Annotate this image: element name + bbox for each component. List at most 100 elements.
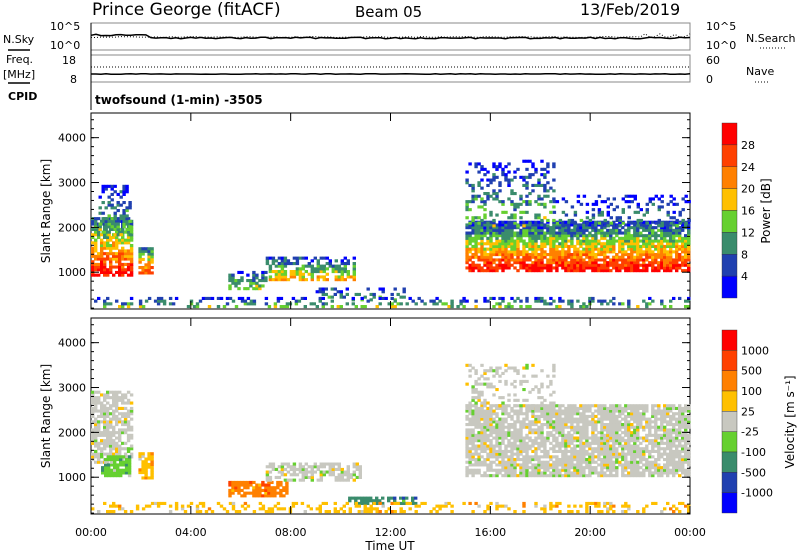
echo-cell: [237, 483, 241, 487]
echo-cell: [354, 305, 358, 309]
echo-cell: [681, 258, 685, 262]
echo-cell: [678, 417, 682, 421]
echo-cell: [534, 253, 538, 257]
echo-cell: [615, 447, 619, 451]
echo-cell: [522, 261, 526, 265]
echo-cell: [498, 444, 502, 448]
echo-cell: [672, 441, 676, 445]
echo-cell: [363, 507, 367, 511]
echo-cell: [280, 465, 285, 469]
echo-cell: [525, 412, 529, 416]
echo-cell: [121, 441, 125, 445]
echo-cell: [289, 275, 294, 279]
echo-cell: [648, 226, 652, 230]
echo-cell: [510, 305, 514, 309]
echo-cell: [579, 239, 583, 243]
echo-cell: [666, 452, 670, 456]
echo-cell: [687, 463, 691, 467]
echo-cell: [582, 266, 586, 270]
echo-cell: [642, 449, 646, 453]
echo-cell: [576, 471, 580, 475]
echo-cell: [118, 447, 122, 451]
echo-cell: [100, 268, 104, 272]
echo-cell: [171, 302, 176, 306]
echo-cell: [91, 227, 95, 231]
echo-cell: [579, 253, 583, 257]
echo-cell: [144, 460, 148, 464]
echo-cell: [669, 444, 673, 448]
echo-cell: [483, 414, 487, 418]
echo-cell: [567, 425, 571, 429]
echo-cell: [465, 178, 469, 182]
echo-cell: [127, 471, 132, 475]
echo-cell: [237, 270, 241, 274]
echo-cell: [313, 470, 317, 474]
echo-cell: [106, 460, 110, 464]
echo-cell: [112, 504, 116, 508]
echo-cell: [576, 444, 580, 448]
echo-cell: [480, 228, 484, 232]
echo-cell: [495, 436, 499, 440]
echo-cell: [123, 441, 128, 445]
echo-cell: [321, 296, 325, 300]
echo-cell: [663, 234, 667, 238]
echo-cell: [435, 504, 439, 508]
echo-cell: [639, 449, 643, 453]
echo-cell: [615, 466, 619, 470]
echo-cell: [495, 468, 499, 472]
echo-cell: [522, 388, 526, 392]
echo-cell: [495, 263, 499, 267]
echo-cell: [465, 261, 469, 265]
echo-cell: [122, 187, 126, 191]
echo-cell: [621, 463, 625, 467]
echo-cell: [567, 471, 571, 475]
echo-cell: [561, 261, 565, 265]
echo-cell: [636, 210, 640, 214]
echo-cell: [116, 225, 120, 229]
echo-cell: [504, 369, 508, 373]
echo-cell: [654, 463, 658, 467]
echo-cell: [636, 266, 640, 270]
echo-cell: [537, 404, 541, 408]
echo-cell: [107, 214, 111, 218]
echo-cell: [660, 221, 664, 225]
echo-cell: [112, 444, 116, 448]
echo-cell: [101, 471, 105, 475]
echo-cell: [249, 483, 253, 487]
echo-cell: [651, 255, 655, 259]
echo-cell: [549, 210, 553, 214]
echo-cell: [564, 406, 568, 410]
echo-cell: [615, 458, 619, 462]
echo-cell: [645, 444, 649, 448]
echo-cell: [549, 269, 553, 273]
echo-cell: [630, 463, 634, 467]
date-title: 13/Feb/2019: [580, 0, 680, 19]
echo-cell: [639, 258, 643, 262]
echo-cell: [582, 441, 586, 445]
echo-cell: [280, 473, 285, 477]
echo-cell: [492, 296, 496, 300]
echo-cell: [540, 428, 544, 432]
echo-cell: [465, 433, 469, 437]
echo-cell: [627, 449, 631, 453]
echo-cell: [585, 244, 589, 248]
echo-cell: [669, 223, 673, 227]
echo-cell: [537, 436, 541, 440]
nsky-label: N.Sky: [3, 33, 35, 46]
echo-cell: [471, 390, 475, 394]
echo-cell: [594, 263, 598, 267]
echo-cell: [570, 466, 574, 470]
echo-cell: [468, 255, 472, 259]
echo-cell: [609, 452, 613, 456]
echo-cell: [582, 269, 586, 273]
echo-cell: [268, 462, 273, 466]
echo-cell: [91, 233, 95, 237]
echo-cell: [654, 247, 658, 251]
echo-cell: [627, 423, 631, 427]
echo-cell: [480, 428, 484, 432]
echo-cell: [654, 420, 658, 424]
echo-cell: [561, 433, 565, 437]
echo-cell: [109, 257, 113, 261]
echo-cell: [510, 226, 514, 230]
echo-cell: [585, 247, 589, 251]
